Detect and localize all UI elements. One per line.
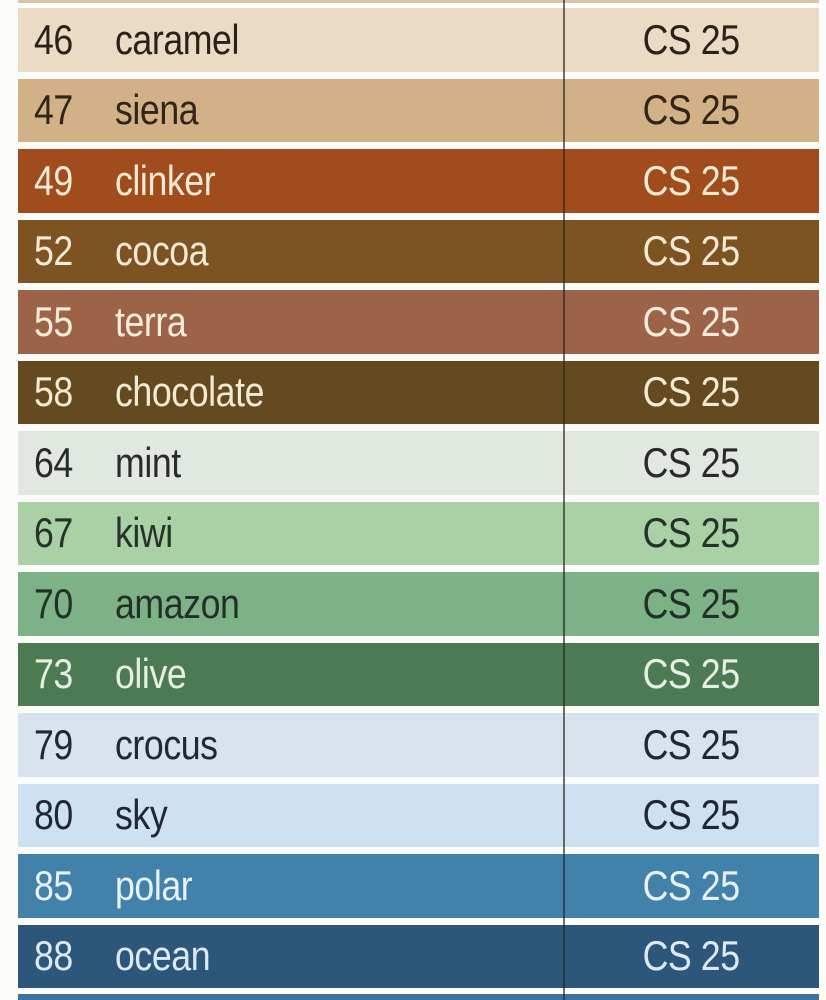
color-number: 88 (34, 932, 73, 980)
color-number: 49 (34, 156, 73, 204)
color-name: chocolate (115, 368, 265, 416)
color-system-code: CS 25 (642, 227, 740, 275)
color-number: 47 (34, 86, 73, 134)
color-number: 55 (34, 297, 73, 345)
color-name: crocus (115, 720, 218, 768)
color-system-code: CS 25 (642, 368, 740, 416)
color-number: 70 (34, 579, 73, 627)
color-system-code: CS 25 (642, 509, 740, 557)
table-row: 46 caramel CS 25 (18, 8, 819, 72)
color-name: caramel (115, 15, 240, 63)
color-name: amazon (115, 579, 240, 627)
table-row: 80 sky CS 25 (18, 783, 819, 847)
table-row: 73 olive CS 25 (18, 642, 819, 706)
color-system-code: CS 25 (642, 15, 740, 63)
color-number: 46 (34, 15, 73, 63)
color-number: 67 (34, 509, 73, 557)
color-number: 64 (34, 438, 73, 486)
color-system-code: CS 25 (642, 720, 740, 768)
color-name: cocoa (115, 227, 209, 275)
color-system-code: CS 25 (642, 438, 740, 486)
color-system-code: CS 25 (642, 650, 740, 698)
color-system-code: CS 25 (642, 156, 740, 204)
color-name: clinker (115, 156, 216, 204)
color-name: mint (115, 438, 181, 486)
table-row: 58 chocolate CS 25 (18, 360, 819, 424)
partial-row-bottom (18, 994, 819, 1000)
table-row: 49 clinker CS 25 (18, 149, 819, 213)
color-name: polar (115, 861, 193, 909)
color-system-code: CS 25 (642, 791, 740, 839)
column-divider-line (563, 0, 565, 1000)
color-number: 80 (34, 791, 73, 839)
color-system-code: CS 25 (642, 86, 740, 134)
color-number: 85 (34, 861, 73, 909)
table-row: 70 amazon CS 25 (18, 572, 819, 636)
color-number: 79 (34, 720, 73, 768)
color-name: siena (115, 86, 199, 134)
color-system-code: CS 25 (642, 297, 740, 345)
color-name: ocean (115, 932, 211, 980)
color-number: 73 (34, 650, 73, 698)
table-row: 67 kiwi CS 25 (18, 501, 819, 565)
table-row: 88 ocean CS 25 (18, 924, 819, 988)
partial-row-top (18, 0, 819, 3)
color-system-code: CS 25 (642, 932, 740, 980)
color-system-code: CS 25 (642, 861, 740, 909)
color-name: olive (115, 650, 187, 698)
table-row: 64 mint CS 25 (18, 431, 819, 495)
color-number: 52 (34, 227, 73, 275)
color-system-code: CS 25 (642, 579, 740, 627)
table-row: 55 terra CS 25 (18, 290, 819, 354)
table-row: 52 cocoa CS 25 (18, 219, 819, 283)
color-name: terra (115, 297, 187, 345)
color-name: sky (115, 791, 168, 839)
color-number: 58 (34, 368, 73, 416)
table-row: 85 polar CS 25 (18, 854, 819, 918)
table-row: 79 crocus CS 25 (18, 713, 819, 777)
swatch-rows: 46 caramel CS 25 47 siena CS 25 49 clink… (18, 8, 819, 988)
color-name: kiwi (115, 509, 173, 557)
table-row: 47 siena CS 25 (18, 78, 819, 142)
